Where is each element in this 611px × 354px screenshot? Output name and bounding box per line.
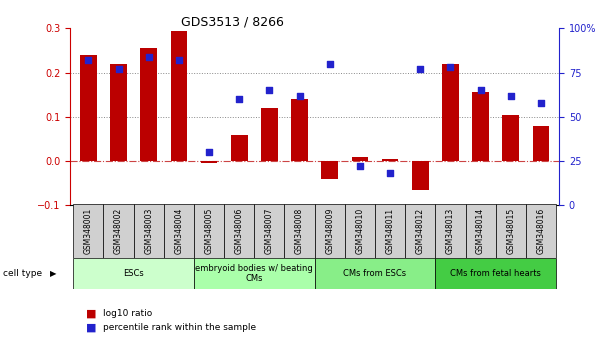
Bar xyxy=(502,115,519,161)
Point xyxy=(476,87,486,93)
FancyBboxPatch shape xyxy=(526,204,556,258)
Text: GSM348004: GSM348004 xyxy=(174,208,183,254)
FancyBboxPatch shape xyxy=(405,204,436,258)
Text: GSM348012: GSM348012 xyxy=(415,208,425,254)
Text: GSM348016: GSM348016 xyxy=(536,208,546,254)
FancyBboxPatch shape xyxy=(466,204,496,258)
Text: GSM348001: GSM348001 xyxy=(84,208,93,254)
Bar xyxy=(170,30,187,161)
FancyBboxPatch shape xyxy=(194,258,315,289)
Point xyxy=(536,100,546,105)
FancyBboxPatch shape xyxy=(164,204,194,258)
Point xyxy=(325,61,335,67)
Text: GSM348005: GSM348005 xyxy=(205,208,214,254)
Point xyxy=(415,66,425,72)
Point xyxy=(174,57,184,63)
Text: GSM348014: GSM348014 xyxy=(476,208,485,254)
FancyBboxPatch shape xyxy=(315,204,345,258)
FancyBboxPatch shape xyxy=(254,204,285,258)
Bar xyxy=(442,64,459,161)
Text: ▶: ▶ xyxy=(50,269,57,278)
Point xyxy=(265,87,274,93)
Text: ESCs: ESCs xyxy=(123,269,144,278)
FancyBboxPatch shape xyxy=(194,204,224,258)
Bar xyxy=(261,108,278,161)
FancyBboxPatch shape xyxy=(73,204,103,258)
Text: log10 ratio: log10 ratio xyxy=(103,309,152,318)
Point xyxy=(204,149,214,155)
Bar xyxy=(201,161,218,163)
Bar xyxy=(533,126,549,161)
Text: GSM348010: GSM348010 xyxy=(356,208,364,254)
Text: CMs from ESCs: CMs from ESCs xyxy=(343,269,406,278)
Text: ■: ■ xyxy=(86,322,96,332)
Bar xyxy=(231,135,247,161)
Text: GSM348011: GSM348011 xyxy=(386,208,395,254)
FancyBboxPatch shape xyxy=(224,204,254,258)
FancyBboxPatch shape xyxy=(315,258,436,289)
Text: cell type: cell type xyxy=(3,269,42,278)
FancyBboxPatch shape xyxy=(436,258,556,289)
Text: GSM348002: GSM348002 xyxy=(114,208,123,254)
FancyBboxPatch shape xyxy=(436,204,466,258)
Point xyxy=(355,164,365,169)
Text: ■: ■ xyxy=(86,308,96,318)
Text: GDS3513 / 8266: GDS3513 / 8266 xyxy=(181,16,284,29)
FancyBboxPatch shape xyxy=(375,204,405,258)
Text: GSM348015: GSM348015 xyxy=(507,208,515,254)
Point xyxy=(144,54,153,59)
Bar xyxy=(141,48,157,161)
FancyBboxPatch shape xyxy=(73,258,194,289)
Bar xyxy=(80,55,97,161)
Text: CMs from fetal hearts: CMs from fetal hearts xyxy=(450,269,541,278)
Bar xyxy=(351,156,368,161)
Point xyxy=(114,66,123,72)
FancyBboxPatch shape xyxy=(345,204,375,258)
Text: GSM348007: GSM348007 xyxy=(265,208,274,254)
Text: GSM348008: GSM348008 xyxy=(295,208,304,254)
Text: GSM348006: GSM348006 xyxy=(235,208,244,254)
Point xyxy=(445,64,455,70)
Bar xyxy=(472,92,489,161)
FancyBboxPatch shape xyxy=(103,204,134,258)
Text: GSM348003: GSM348003 xyxy=(144,208,153,254)
Bar xyxy=(412,161,428,190)
Bar xyxy=(291,99,308,161)
FancyBboxPatch shape xyxy=(496,204,526,258)
Point xyxy=(295,93,304,98)
Point xyxy=(235,96,244,102)
Text: embryoid bodies w/ beating
CMs: embryoid bodies w/ beating CMs xyxy=(196,264,313,283)
FancyBboxPatch shape xyxy=(285,204,315,258)
Text: GSM348009: GSM348009 xyxy=(325,208,334,254)
FancyBboxPatch shape xyxy=(134,204,164,258)
Point xyxy=(506,93,516,98)
Bar xyxy=(110,64,127,161)
Point xyxy=(385,171,395,176)
Text: GSM348013: GSM348013 xyxy=(446,208,455,254)
Bar xyxy=(382,159,398,161)
Text: percentile rank within the sample: percentile rank within the sample xyxy=(103,323,256,332)
Point xyxy=(84,57,93,63)
Bar xyxy=(321,161,338,179)
